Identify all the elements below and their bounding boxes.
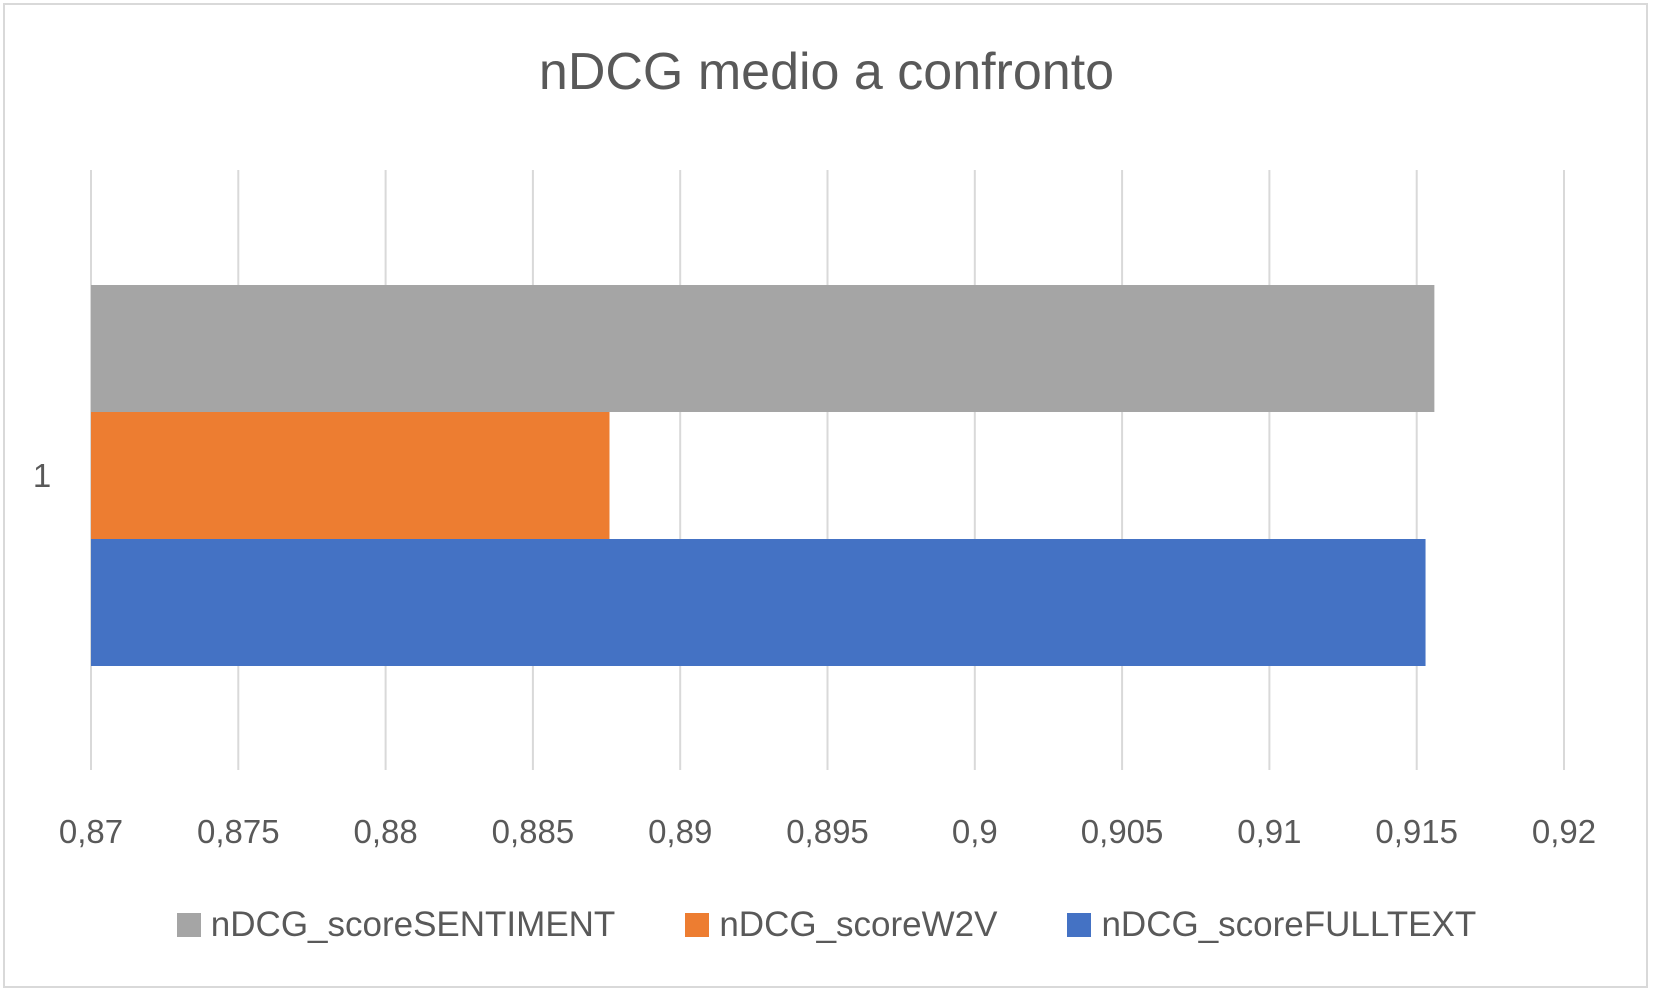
x-tick-label: 0,9	[952, 813, 998, 850]
bar-nDCG_scoreFULLTEXT	[91, 539, 1426, 666]
legend-swatch	[685, 913, 710, 937]
x-tick-label: 0,885	[492, 813, 575, 850]
bar-nDCG_scoreW2V	[91, 412, 610, 539]
legend-label: nDCG_scoreSENTIMENT	[210, 905, 616, 944]
y-category-label: 1	[33, 457, 51, 494]
x-tick-label: 0,91	[1237, 813, 1301, 850]
chart-title: nDCG medio a confronto	[538, 43, 1115, 101]
legend-item: nDCG_scoreFULLTEXT	[1067, 905, 1476, 945]
x-tick-label: 0,915	[1375, 813, 1458, 850]
x-tick-label: 0,92	[1532, 813, 1596, 850]
legend-label: nDCG_scoreW2V	[719, 905, 998, 944]
legend-item: nDCG_scoreW2V	[685, 905, 997, 945]
x-tick-label: 0,905	[1081, 813, 1164, 850]
legend: nDCG_scoreSENTIMENT nDCG_scoreW2V nDCG_sco…	[0, 900, 1653, 950]
x-tick-label: 0,89	[648, 813, 712, 850]
x-tick-label: 0,895	[786, 813, 869, 850]
x-tick-label: 0,88	[353, 813, 417, 850]
x-tick-label: 0,875	[197, 813, 280, 850]
legend-label: nDCG_scoreFULLTEXT	[1101, 905, 1477, 944]
legend-swatch	[176, 913, 201, 937]
bar-nDCG_scoreSENTIMENT	[91, 285, 1435, 412]
x-tick-label: 0,87	[59, 813, 123, 850]
legend-swatch	[1067, 913, 1092, 937]
legend-item: nDCG_scoreSENTIMENT	[176, 905, 616, 945]
